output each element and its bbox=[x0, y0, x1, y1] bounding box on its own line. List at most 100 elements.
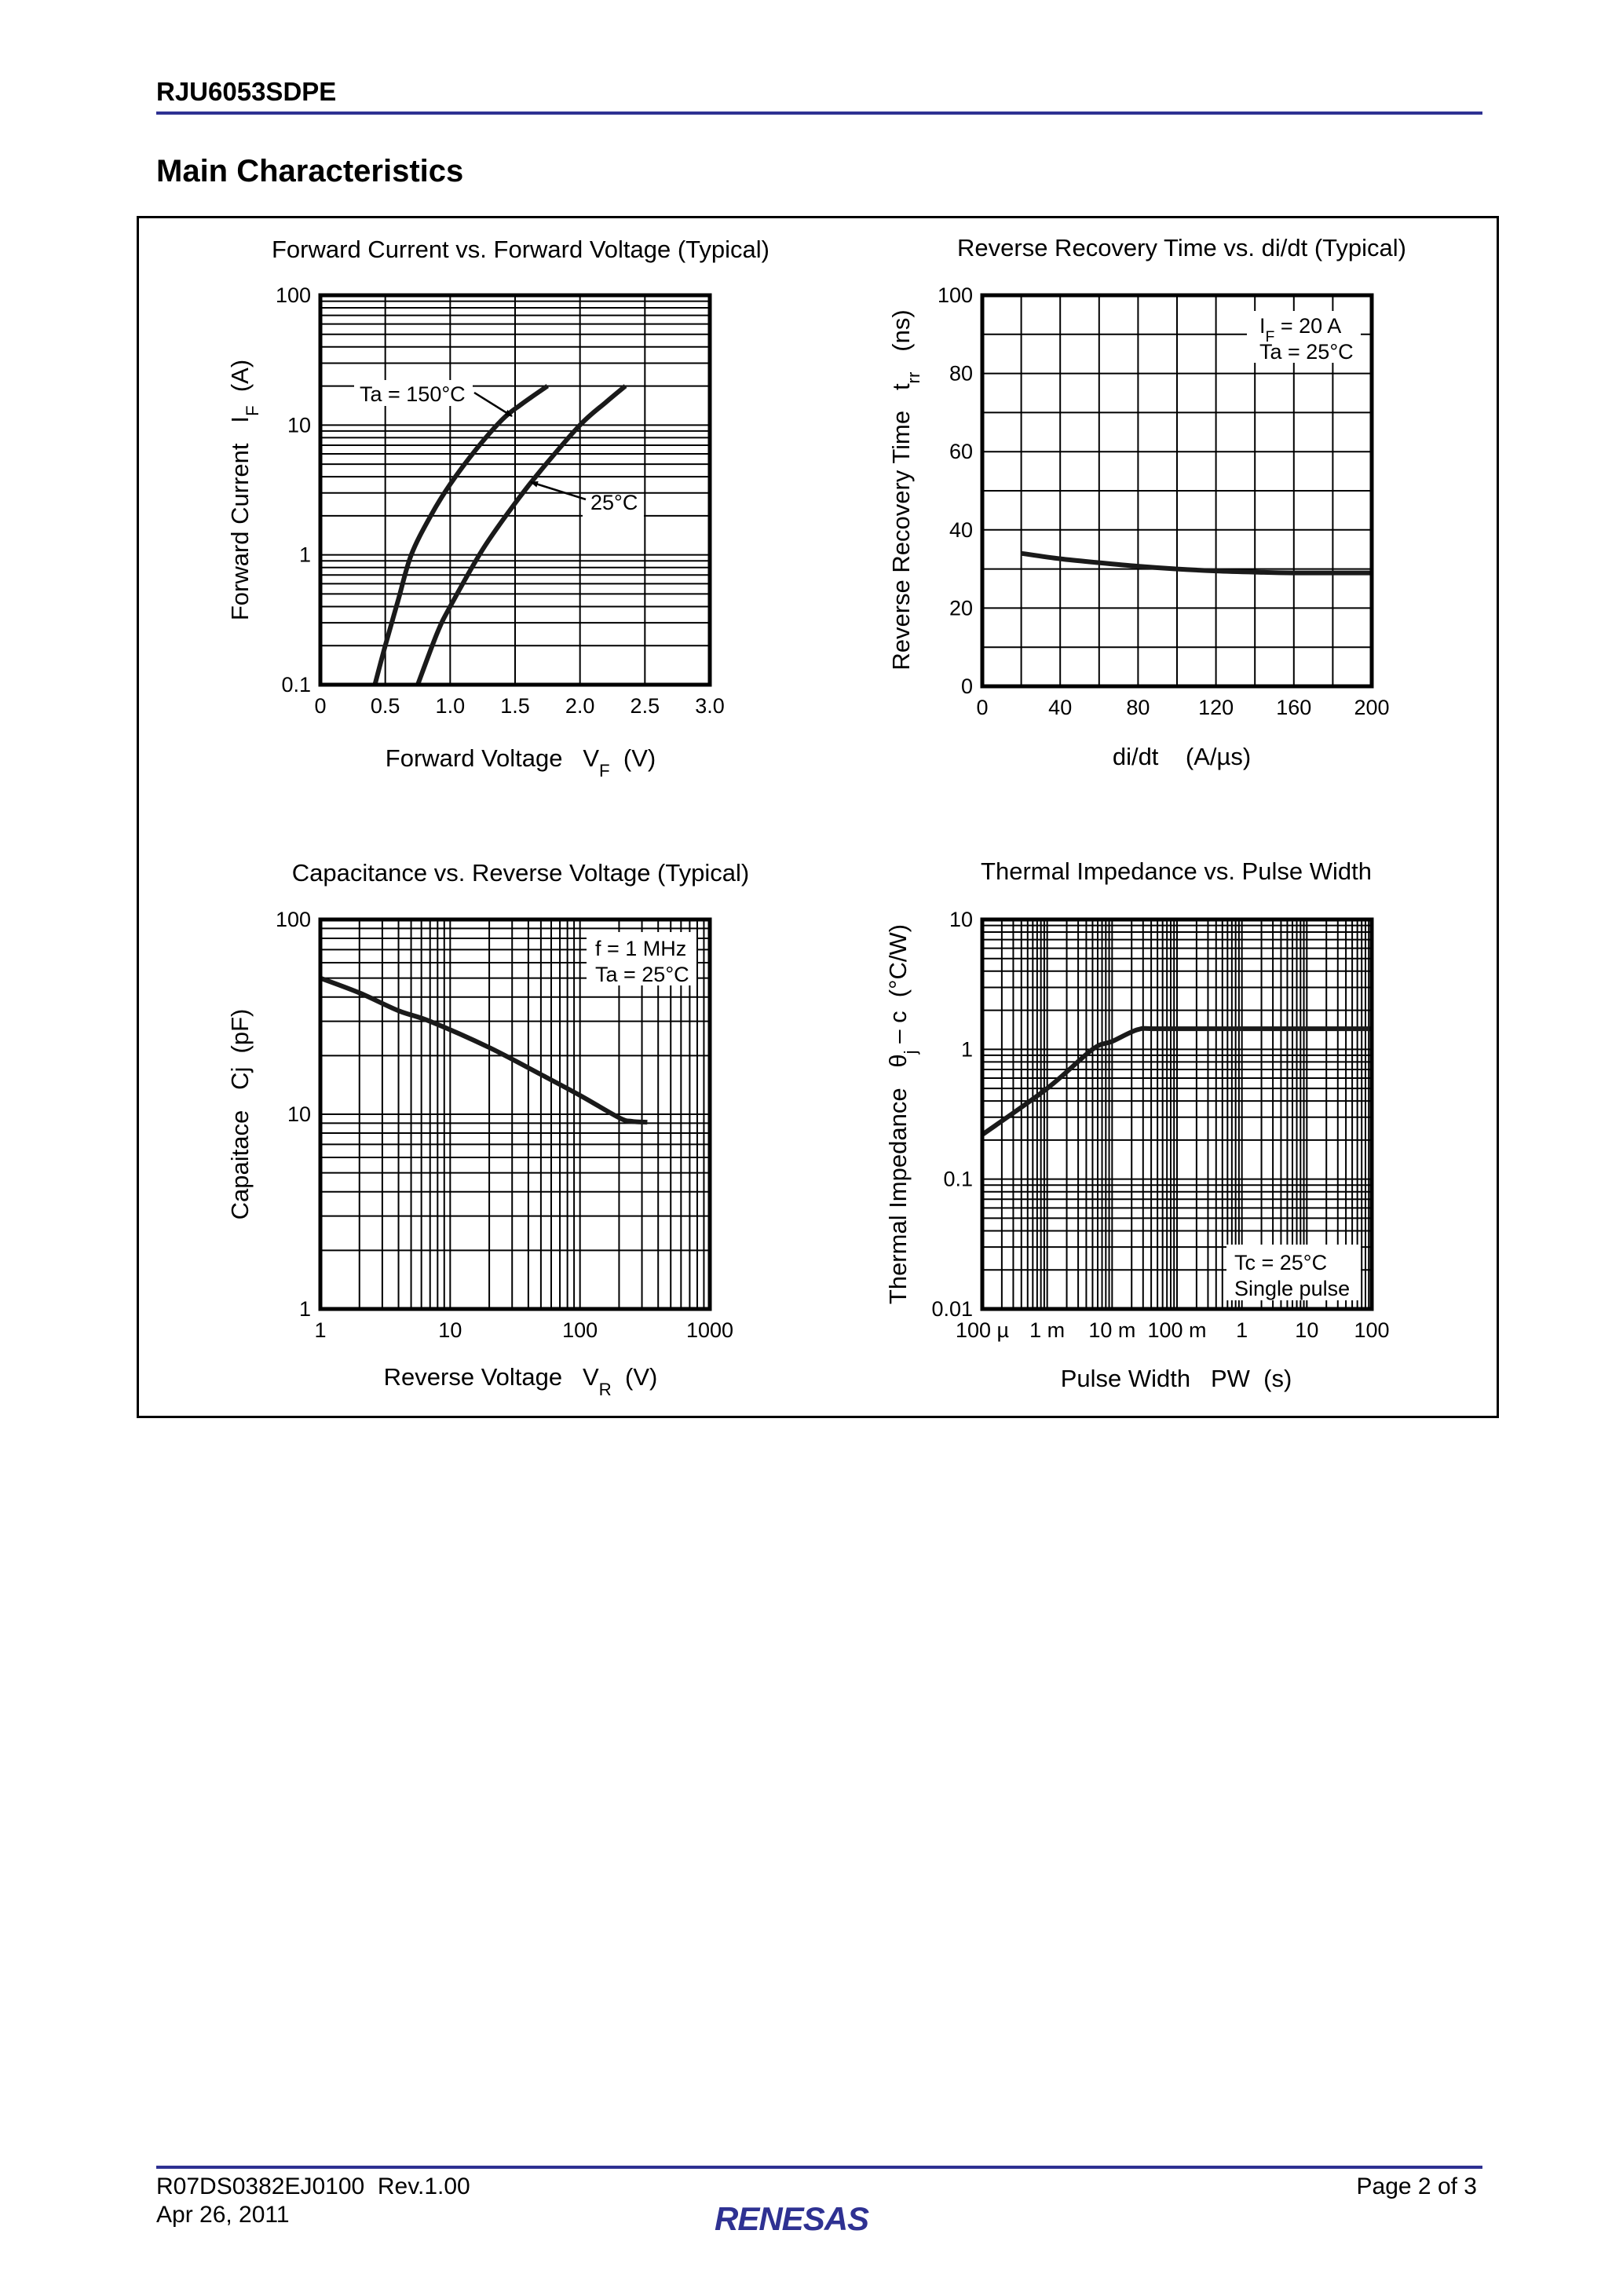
x-tick-label: 1.5 bbox=[500, 694, 530, 718]
x-tick-label: 10 m bbox=[1088, 1318, 1135, 1342]
label-part: Tc = 25°C bbox=[1234, 1251, 1327, 1274]
series-line-2 bbox=[415, 384, 627, 686]
subscript: F bbox=[1266, 328, 1275, 345]
subscript: rr bbox=[904, 371, 923, 383]
x-axis-label: di/dt (A/µs) bbox=[1113, 743, 1251, 770]
logo-text: RENESAS bbox=[715, 2200, 869, 2237]
renesas-logo: RENESAS bbox=[715, 2200, 870, 2237]
label-part: Reverse Voltage V bbox=[384, 1363, 599, 1391]
label-arrow bbox=[530, 481, 587, 501]
chart-title: Thermal Impedance vs. Pulse Width bbox=[981, 857, 1372, 885]
x-tick-label: 0 bbox=[314, 694, 326, 718]
section-title: Main Characteristics bbox=[156, 154, 464, 188]
label-part: Forward Voltage V bbox=[386, 744, 600, 772]
y-tick-label: 10 bbox=[949, 908, 973, 931]
label-part: (V) bbox=[612, 1363, 658, 1391]
subscript: j bbox=[901, 1050, 920, 1055]
condition-text: Single pulse bbox=[1234, 1277, 1350, 1300]
x-tick-label: 100 m bbox=[1147, 1318, 1206, 1342]
x-tick-label: 1 bbox=[1236, 1318, 1248, 1342]
page-number: Page 2 of 3 bbox=[1356, 2174, 1477, 2199]
y-tick-label: 10 bbox=[287, 1102, 311, 1126]
series-line-1 bbox=[1021, 550, 1373, 576]
x-axis-label: Reverse Voltage VR (V) bbox=[384, 1363, 658, 1399]
conditions-background bbox=[1226, 1245, 1361, 1300]
y-tick-label: 1 bbox=[961, 1037, 973, 1061]
y-tick-label: 100 bbox=[276, 908, 311, 931]
plot-frame bbox=[980, 917, 1374, 1311]
y-tick-label: 0 bbox=[961, 675, 973, 698]
x-tick-label: 40 bbox=[1048, 696, 1072, 719]
y-tick-label: 10 bbox=[287, 413, 311, 437]
subscript: F bbox=[243, 405, 262, 416]
condition-text: IF = 20 A bbox=[1259, 314, 1341, 345]
x-tick-label: 120 bbox=[1198, 696, 1234, 719]
chart-title: Reverse Recovery Time vs. di/dt (Typical… bbox=[957, 234, 1406, 261]
x-tick-label: 100 bbox=[1354, 1318, 1389, 1342]
document-title: RJU6053SDPE bbox=[156, 77, 337, 106]
y-tick-label: 0.1 bbox=[281, 673, 311, 696]
subscript: F bbox=[599, 761, 610, 781]
y-tick-label: 40 bbox=[949, 518, 973, 542]
label-part: – c (°C/W) bbox=[884, 924, 912, 1051]
x-tick-label: 160 bbox=[1276, 696, 1311, 719]
grid bbox=[320, 295, 711, 686]
series-label: 25°C bbox=[590, 491, 638, 514]
label-part: (A) bbox=[226, 360, 254, 406]
characteristic-charts: Ta = 150°C25°C0 0.5 1.0 1.5 2.0 2.5 3.00.11101… bbox=[226, 234, 1406, 1399]
y-tick-label: 100 bbox=[276, 283, 311, 307]
chart-title: Capacitance vs. Reverse Voltage (Typical… bbox=[292, 859, 749, 887]
label-part: Pulse Width PW (s) bbox=[1061, 1365, 1292, 1392]
label-part: Thermal Impedance θ bbox=[884, 1054, 912, 1304]
condition-text: Tc = 25°C bbox=[1234, 1251, 1327, 1274]
plot-frame bbox=[980, 293, 1374, 689]
x-tick-label: 10 bbox=[1295, 1318, 1318, 1342]
y-axis-label: Forward Current IF (A) bbox=[226, 360, 262, 620]
series-line-1 bbox=[981, 1026, 1372, 1137]
label-background bbox=[354, 380, 473, 406]
label-part: Reverse Recovery Time t bbox=[887, 383, 915, 671]
characteristics-frame bbox=[137, 216, 1499, 1418]
label-part: = 20 A bbox=[1274, 314, 1341, 338]
label-part: Capaitace Cj (pF) bbox=[226, 1009, 254, 1220]
x-tick-label: 1 bbox=[314, 1318, 326, 1342]
x-tick-label: 100 bbox=[562, 1318, 598, 1342]
series-line-1 bbox=[319, 975, 648, 1125]
x-axis-label: Pulse Width PW (s) bbox=[1061, 1365, 1292, 1392]
x-tick-label: 200 bbox=[1354, 696, 1389, 719]
label-part: Ta = 25°C bbox=[595, 963, 689, 986]
label-part: (ns) bbox=[887, 309, 915, 371]
chart-3: f = 1 MHz Ta = 25°C 1 10 100 1000 1 10 100 Capaci… bbox=[226, 859, 749, 1399]
y-tick-label: 60 bbox=[949, 440, 973, 463]
x-tick-label: 2.0 bbox=[565, 694, 595, 718]
label-arrow bbox=[473, 391, 513, 418]
x-tick-label: 0.5 bbox=[371, 694, 400, 718]
y-tick-label: 1 bbox=[299, 1297, 311, 1321]
chart-title: Forward Current vs. Forward Voltage (Typ… bbox=[272, 236, 769, 263]
conditions-background bbox=[587, 932, 696, 985]
conditions-background bbox=[1247, 311, 1361, 363]
footer-divider bbox=[156, 2166, 1482, 2169]
x-tick-label: 0 bbox=[976, 696, 988, 719]
x-tick-label: 10 bbox=[438, 1318, 462, 1342]
plot-frame bbox=[318, 917, 712, 1311]
subscript: R bbox=[599, 1380, 612, 1399]
x-tick-label: 1000 bbox=[686, 1318, 733, 1342]
x-tick-label: 100 µ bbox=[956, 1318, 1009, 1342]
label-part: Single pulse bbox=[1234, 1277, 1350, 1300]
label-part: I bbox=[1259, 314, 1266, 338]
header-divider bbox=[156, 112, 1482, 115]
label-part: f = 1 MHz bbox=[595, 937, 686, 960]
condition-text: Ta = 25°C bbox=[1259, 340, 1354, 364]
y-tick-label: 1 bbox=[299, 543, 311, 567]
chart-2: IF = 20 ATa = 25°C 0 40 80 120 160 200 0 20 40 60 8… bbox=[887, 234, 1406, 770]
y-tick-label: 100 bbox=[938, 283, 973, 307]
y-axis-label: Thermal Impedance θj – c (°C/W) bbox=[884, 924, 920, 1304]
y-axis-label: Reverse Recovery Time trr (ns) bbox=[887, 309, 923, 670]
grid bbox=[981, 919, 1372, 1310]
document-date: Apr 26, 2011 bbox=[156, 2202, 290, 2228]
y-tick-label: 20 bbox=[949, 596, 973, 620]
label-part: Forward Current I bbox=[226, 416, 254, 620]
label-background bbox=[583, 495, 644, 522]
x-axis-label: Forward Voltage VF (V) bbox=[386, 744, 656, 781]
